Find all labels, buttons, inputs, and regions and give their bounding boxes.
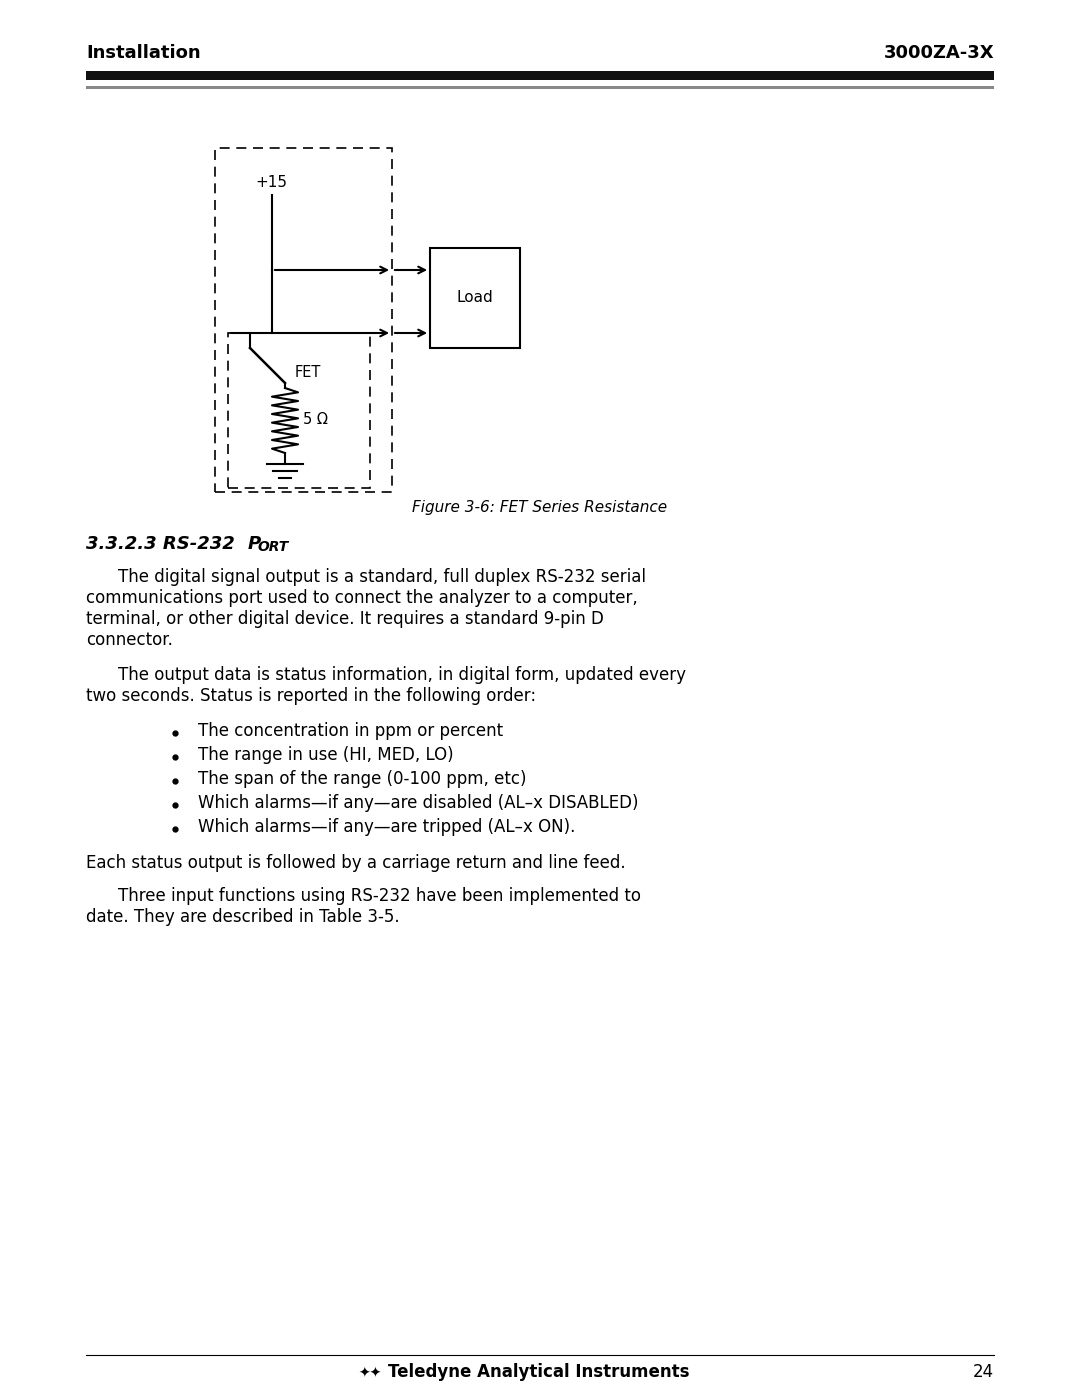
Bar bbox=[86, 71, 994, 80]
Text: Figure 3-6: FET Series Resistance: Figure 3-6: FET Series Resistance bbox=[413, 500, 667, 515]
Text: 5 Ω: 5 Ω bbox=[303, 412, 328, 427]
Text: date. They are described in Table 3-5.: date. They are described in Table 3-5. bbox=[86, 908, 400, 926]
Text: Load: Load bbox=[457, 291, 494, 306]
Bar bbox=[86, 87, 994, 89]
Text: The concentration in ppm or percent: The concentration in ppm or percent bbox=[198, 722, 503, 740]
Text: Which alarms—if any—are disabled (AL–x DISABLED): Which alarms—if any—are disabled (AL–x D… bbox=[198, 793, 638, 812]
Text: Installation: Installation bbox=[86, 43, 201, 61]
Text: Which alarms—if any—are tripped (AL–x ON).: Which alarms—if any—are tripped (AL–x ON… bbox=[198, 819, 576, 835]
Text: P: P bbox=[248, 535, 261, 553]
Text: FET: FET bbox=[295, 365, 322, 380]
Text: 24: 24 bbox=[973, 1363, 994, 1382]
Text: 3.3.2.3 RS-232: 3.3.2.3 RS-232 bbox=[86, 535, 241, 553]
Text: Each status output is followed by a carriage return and line feed.: Each status output is followed by a carr… bbox=[86, 854, 625, 872]
Bar bbox=[215, 148, 392, 492]
Text: ✦✦: ✦✦ bbox=[357, 1368, 381, 1382]
Text: The span of the range (0-100 ppm, etc): The span of the range (0-100 ppm, etc) bbox=[198, 770, 527, 788]
Bar bbox=[228, 332, 370, 488]
Text: two seconds. Status is reported in the following order:: two seconds. Status is reported in the f… bbox=[86, 687, 536, 705]
Text: terminal, or other digital device. It requires a standard 9-pin D: terminal, or other digital device. It re… bbox=[86, 610, 604, 629]
Text: communications port used to connect the analyzer to a computer,: communications port used to connect the … bbox=[86, 590, 638, 608]
Bar bbox=[430, 249, 519, 348]
Text: connector.: connector. bbox=[86, 631, 173, 650]
Text: The output data is status information, in digital form, updated every: The output data is status information, i… bbox=[118, 666, 686, 685]
Text: Three input functions using RS-232 have been implemented to: Three input functions using RS-232 have … bbox=[118, 887, 642, 905]
Text: The digital signal output is a standard, full duplex RS-232 serial: The digital signal output is a standard,… bbox=[118, 569, 646, 585]
Text: 3000ZA-3X: 3000ZA-3X bbox=[883, 43, 994, 61]
Text: The range in use (HI, MED, LO): The range in use (HI, MED, LO) bbox=[198, 746, 454, 764]
Text: +15: +15 bbox=[255, 175, 287, 190]
Text: ORT: ORT bbox=[258, 541, 289, 555]
Text: Teledyne Analytical Instruments: Teledyne Analytical Instruments bbox=[388, 1363, 689, 1382]
